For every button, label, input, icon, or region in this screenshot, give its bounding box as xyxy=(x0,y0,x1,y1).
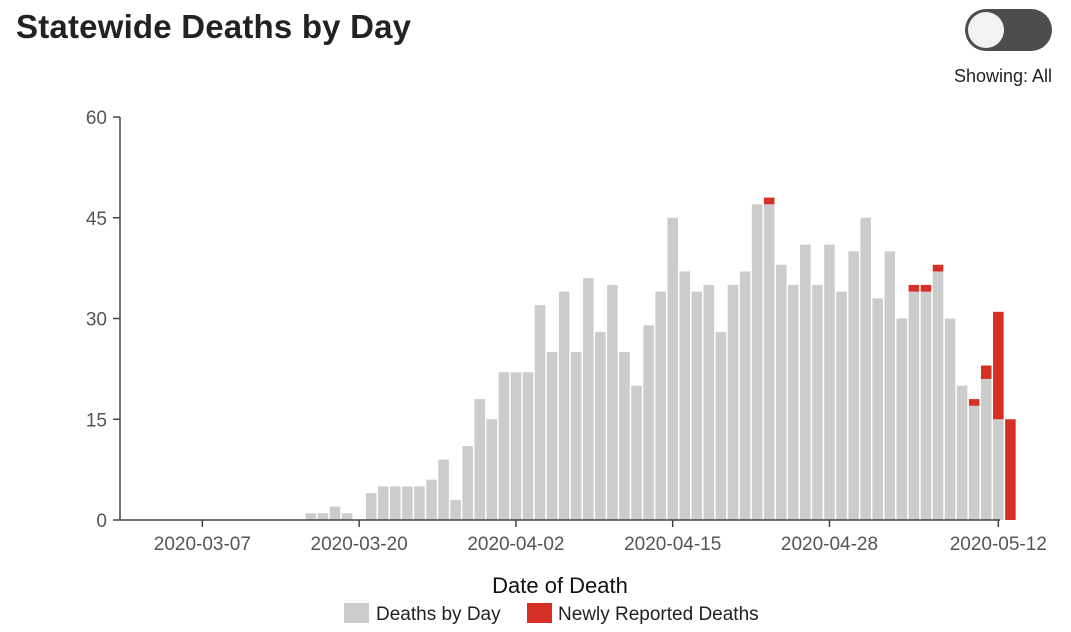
show-all-toggle[interactable] xyxy=(965,9,1052,51)
bar-deaths-2020-04-25 xyxy=(788,284,799,520)
bar-deaths-2020-04-13 xyxy=(643,325,654,520)
bar-deaths-2020-04-10 xyxy=(607,284,618,520)
bar-deaths-2020-04-27 xyxy=(812,284,823,520)
bar-new-2020-05-11 xyxy=(980,365,992,379)
bar-deaths-2020-04-08 xyxy=(583,278,594,520)
bar-new-2020-05-07 xyxy=(932,264,944,272)
x-tick-label-2020-03-20: 2020-03-20 xyxy=(311,534,408,555)
x-tick-label-2020-04-15: 2020-04-15 xyxy=(624,534,721,555)
bar-deaths-2020-04-21 xyxy=(739,271,751,520)
bar-deaths-2020-05-03 xyxy=(884,251,896,521)
bar-deaths-2020-04-05 xyxy=(546,352,558,520)
bar-deaths-2020-04-28 xyxy=(824,244,835,520)
bar-deaths-2020-04-11 xyxy=(619,352,630,520)
bar-deaths-2020-04-07 xyxy=(570,352,582,520)
legend-label-newly-reported: Newly Reported Deaths xyxy=(558,604,759,625)
bar-deaths-2020-03-26 xyxy=(426,479,437,520)
bar-deaths-2020-04-26 xyxy=(800,244,811,520)
bar-deaths-2020-03-25 xyxy=(414,486,425,520)
legend-swatch-deaths-by-day xyxy=(344,603,369,623)
bar-deaths-2020-03-22 xyxy=(377,486,389,520)
bar-deaths-2020-04-09 xyxy=(595,331,606,520)
bar-new-2020-04-23 xyxy=(763,197,775,205)
bar-deaths-2020-04-02 xyxy=(510,372,522,520)
bar-deaths-2020-05-01 xyxy=(860,217,871,520)
bar-deaths-2020-05-10 xyxy=(968,405,980,520)
bar-deaths-2020-04-16 xyxy=(679,271,691,520)
bar-deaths-2020-03-29 xyxy=(462,446,473,520)
x-axis-label: Date of Death xyxy=(492,573,628,598)
bar-deaths-2020-04-15 xyxy=(667,217,678,520)
legend-label-deaths-by-day: Deaths by Day xyxy=(376,604,501,625)
bar-new-2020-05-06 xyxy=(920,284,932,292)
bar-deaths-2020-05-02 xyxy=(872,298,883,520)
bar-deaths-2020-03-19 xyxy=(341,513,353,520)
bar-deaths-2020-04-12 xyxy=(631,385,642,520)
bar-deaths-2020-03-24 xyxy=(402,486,413,520)
bar-deaths-2020-04-03 xyxy=(522,372,534,520)
bar-deaths-2020-03-16 xyxy=(305,513,317,520)
bar-deaths-2020-03-28 xyxy=(450,499,461,520)
bar-deaths-2020-04-18 xyxy=(703,284,715,520)
bar-deaths-2020-05-07 xyxy=(932,271,944,520)
bar-deaths-2020-03-30 xyxy=(474,399,486,520)
bar-deaths-2020-04-22 xyxy=(751,204,763,521)
bar-new-2020-05-12-latest xyxy=(1005,419,1016,520)
x-tick-label-2020-05-12: 2020-05-12 xyxy=(950,534,1047,555)
bar-deaths-2020-03-31 xyxy=(486,419,498,520)
y-tick-label-30: 30 xyxy=(86,310,107,331)
bar-deaths-2020-05-11 xyxy=(980,378,992,520)
bar-deaths-2020-03-21 xyxy=(365,493,377,520)
bar-deaths-2020-04-30 xyxy=(848,251,859,521)
bar-deaths-2020-04-06 xyxy=(558,291,570,520)
bar-deaths-2020-05-08 xyxy=(944,318,956,520)
bar-deaths-2020-03-18 xyxy=(329,506,341,520)
bar-new-2020-05-05 xyxy=(908,284,920,292)
bar-deaths-2020-04-04 xyxy=(534,305,546,520)
bar-deaths-2020-05-04 xyxy=(896,318,908,520)
bar-deaths-2020-05-05 xyxy=(908,291,920,520)
bars-group xyxy=(305,197,1016,521)
y-tick-label-45: 45 xyxy=(86,209,107,230)
page-title: Statewide Deaths by Day xyxy=(16,8,412,45)
x-tick-label-2020-04-28: 2020-04-28 xyxy=(781,534,878,555)
bar-deaths-2020-04-20 xyxy=(727,284,739,520)
bar-deaths-2020-05-09 xyxy=(956,385,968,520)
axes-group: 0 15 30 45 60 2020-03-07 2020-03-20 2020-04-02 2… xyxy=(86,108,1047,555)
bar-deaths-2020-04-29 xyxy=(836,291,847,520)
bar-deaths-2020-03-23 xyxy=(390,486,401,520)
showing-status: Showing: All xyxy=(953,66,1052,86)
bar-deaths-2020-05-12 xyxy=(993,419,1004,520)
bar-deaths-2020-04-23 xyxy=(763,204,775,521)
bar-deaths-2020-04-14 xyxy=(655,291,666,520)
bar-deaths-2020-04-01 xyxy=(498,372,510,520)
x-tick-label-2020-03-07: 2020-03-07 xyxy=(154,534,251,555)
bar-deaths-2020-03-17 xyxy=(317,513,329,520)
y-tick-label-60: 60 xyxy=(86,108,107,129)
bar-deaths-2020-03-27 xyxy=(438,459,449,520)
bar-deaths-2020-05-06 xyxy=(920,291,932,520)
y-tick-label-0: 0 xyxy=(96,511,107,532)
legend: Deaths by Day Newly Reported Deaths xyxy=(344,603,759,625)
bar-new-2020-05-12 xyxy=(993,311,1004,420)
legend-swatch-newly-reported xyxy=(527,603,552,623)
bar-new-2020-05-10 xyxy=(968,399,980,406)
toggle-knob[interactable] xyxy=(968,12,1004,48)
y-tick-label-15: 15 xyxy=(86,410,107,431)
bar-deaths-2020-04-24 xyxy=(775,264,787,520)
bar-deaths-2020-04-19 xyxy=(715,331,727,520)
bar-deaths-2020-04-17 xyxy=(691,291,703,520)
x-tick-label-2020-04-02: 2020-04-02 xyxy=(467,534,564,555)
